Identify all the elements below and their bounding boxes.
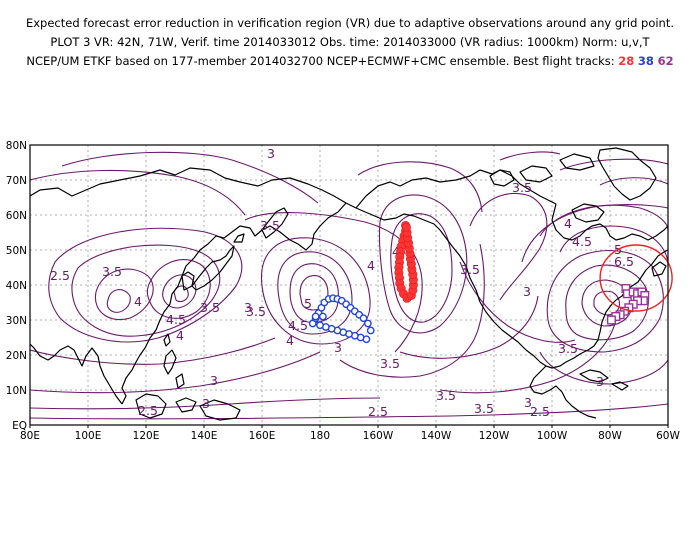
track-label-red: 28 bbox=[618, 54, 635, 68]
blue-track-point bbox=[366, 326, 375, 335]
lon-tick-label: 160E bbox=[249, 430, 276, 442]
blue-track-point bbox=[316, 321, 324, 330]
lon-tick-label: 180 bbox=[310, 430, 330, 442]
header-line-2: PLOT 3 VR: 42N, 71W, Verif. time 2014033… bbox=[50, 35, 650, 49]
contour-label: 3 bbox=[202, 396, 210, 411]
contour-label: 4 bbox=[176, 328, 184, 343]
longitude-axis-labels: 80E 100E 120E 140E 160E 180 160W 140W 120W 100W 80… bbox=[20, 425, 680, 442]
lon-tick-label: 100E bbox=[75, 430, 102, 442]
contour-label: 3.5 bbox=[512, 180, 532, 195]
lat-tick-label: EQ bbox=[12, 420, 27, 432]
contour-label: 3 bbox=[267, 146, 275, 161]
header-line-3: NCEP/UM ETKF based on 177-member 2014032… bbox=[0, 52, 700, 71]
flight-track-28-red bbox=[394, 221, 418, 303]
track-label-blue: 38 bbox=[637, 54, 654, 68]
contour-label: 4.5 bbox=[572, 234, 592, 249]
contour-label: 2.5 bbox=[50, 268, 70, 283]
header-line-1: Expected forecast error reduction in ver… bbox=[25, 16, 675, 30]
lat-tick-label: 10N bbox=[6, 385, 27, 397]
lon-tick-label: 160W bbox=[363, 430, 394, 442]
track-label-purple: 62 bbox=[657, 54, 674, 68]
plot-frame bbox=[29, 144, 669, 426]
purple-track-point bbox=[606, 315, 616, 325]
plot-header: Expected forecast error reduction in ver… bbox=[0, 0, 700, 71]
lat-tick-label: 80N bbox=[6, 140, 27, 152]
contour-label: 3.5 bbox=[460, 262, 480, 277]
latitude-axis-labels: EQ 10N 20N 30N 40N 50N 60N 70N 80N bbox=[6, 140, 27, 432]
contour-label: 3.5 bbox=[558, 341, 578, 356]
contour-label: 4 bbox=[134, 294, 142, 309]
contour-label: 3.5 bbox=[260, 218, 280, 233]
blue-track-point bbox=[359, 314, 368, 323]
lon-tick-label: 140E bbox=[191, 430, 218, 442]
contour-label: 2.5 bbox=[138, 403, 158, 418]
contour-label: 3 bbox=[334, 340, 342, 355]
contour-label: 4.5 bbox=[288, 318, 308, 333]
header-line-3-text: NCEP/UM ETKF based on 177-member 2014032… bbox=[26, 54, 615, 68]
contour-label: 3.5 bbox=[436, 388, 456, 403]
flight-track-38-blue bbox=[308, 294, 375, 344]
blue-track-point bbox=[311, 312, 320, 321]
verification-region-circle bbox=[599, 244, 673, 312]
blue-track-point bbox=[318, 312, 327, 321]
coastlines bbox=[30, 147, 668, 421]
contour-value-labels: 33.52.5 3.544.543.5 33.554.54433.543.53.53… bbox=[50, 146, 634, 419]
contour-label: 4 bbox=[286, 333, 294, 348]
contour-label: 4 bbox=[564, 216, 572, 231]
contour-label: 3 bbox=[523, 284, 531, 299]
lon-tick-label: 80W bbox=[598, 430, 622, 442]
red-track-point bbox=[401, 222, 411, 232]
lat-tick-label: 60N bbox=[6, 210, 27, 222]
lon-tick-label: 60W bbox=[656, 430, 680, 442]
contour-label: 3.5 bbox=[102, 264, 122, 279]
contour-label: 3 bbox=[210, 373, 218, 388]
lon-tick-label: 120E bbox=[133, 430, 160, 442]
contour-label: 3.5 bbox=[380, 356, 400, 371]
lat-tick-label: 20N bbox=[6, 350, 27, 362]
lon-tick-label: 120W bbox=[479, 430, 510, 442]
contour-label: 4.5 bbox=[166, 312, 186, 327]
lon-tick-label: 80E bbox=[20, 430, 40, 442]
lat-tick-label: 50N bbox=[6, 245, 27, 257]
lon-tick-label: 100W bbox=[537, 430, 568, 442]
contour-label: 3.5 bbox=[474, 401, 494, 416]
contour-label: 2.5 bbox=[368, 404, 388, 419]
contour-label: 6.5 bbox=[614, 254, 634, 269]
contour-label: 3 bbox=[524, 395, 532, 410]
contour-label: 3 bbox=[596, 374, 604, 389]
blue-track-point bbox=[363, 319, 372, 328]
lat-tick-label: 70N bbox=[6, 175, 27, 187]
flight-track-62-purple bbox=[606, 284, 650, 325]
lat-tick-label: 30N bbox=[6, 315, 27, 327]
contour-label: 4 bbox=[392, 244, 400, 259]
grid-lines bbox=[30, 145, 668, 425]
lat-tick-label: 40N bbox=[6, 280, 27, 292]
contour-label: 3.5 bbox=[246, 304, 266, 319]
contour-label: 3 bbox=[244, 300, 252, 315]
lon-tick-label: 140W bbox=[421, 430, 452, 442]
contour-label: 5 bbox=[304, 296, 312, 311]
contour-label: 2.5 bbox=[530, 404, 550, 419]
contour-label: 4 bbox=[367, 258, 375, 273]
contour-label: 3.5 bbox=[200, 300, 220, 315]
